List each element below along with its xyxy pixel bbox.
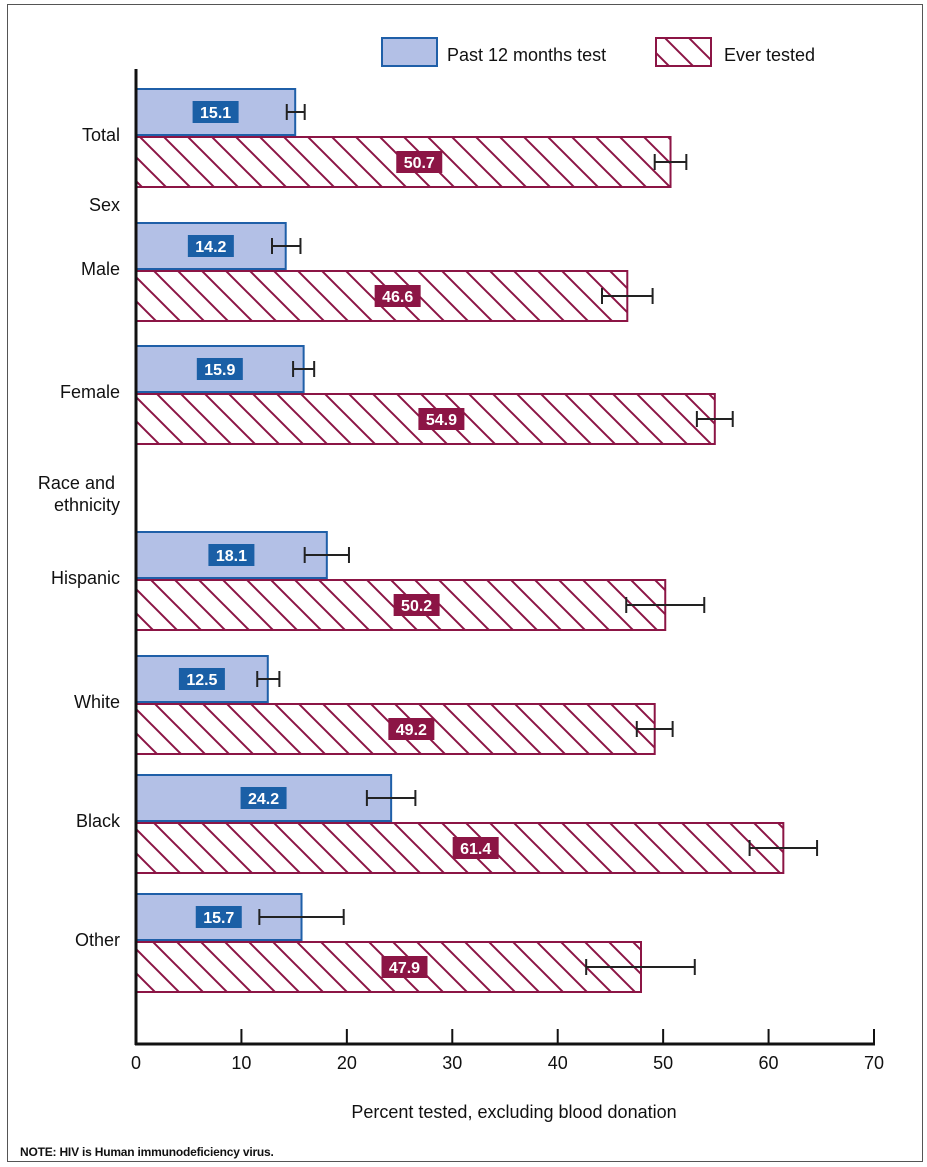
value-box-ever-tested-total [396, 151, 443, 173]
value-label-past-12-months-black: 24.2 [248, 791, 279, 808]
x-tick-label-0: 0 [131, 1053, 141, 1073]
x-tick-label-70: 70 [864, 1053, 884, 1073]
x-tick-label-20: 20 [337, 1053, 357, 1073]
value-box-past-12-months-total [192, 101, 239, 123]
value-box-ever-tested-female [418, 408, 465, 430]
x-tick-label-60: 60 [759, 1053, 779, 1073]
value-box-ever-tested-black [452, 837, 499, 859]
value-box-ever-tested-other [381, 956, 428, 978]
x-tick-label-40: 40 [548, 1053, 568, 1073]
x-ticks-layer: 0 10 20 30 40 50 60 70 [131, 1029, 884, 1073]
value-label-ever-tested-other: 47.9 [389, 960, 420, 977]
category-label-hispanic: Hispanic [51, 568, 120, 588]
x-tick-label-50: 50 [653, 1053, 673, 1073]
value-box-past-12-months-hispanic [208, 544, 255, 566]
category-label-total: Total [82, 125, 120, 145]
value-label-ever-tested-male: 46.6 [382, 289, 413, 306]
value-label-past-12-months-other: 15.7 [203, 910, 234, 927]
value-box-past-12-months-other [195, 906, 242, 928]
category-label-white: White [74, 692, 120, 712]
value-label-ever-tested-hispanic: 50.2 [401, 598, 432, 615]
value-box-ever-tested-hispanic [393, 594, 440, 616]
x-tick-label-10: 10 [231, 1053, 251, 1073]
value-box-past-12-months-male [187, 235, 234, 257]
group-label-race-and-ethnicity: Race and ethnicity [38, 473, 120, 515]
category-labels-layer: Total Male Female Hispanic White Black Other [51, 125, 121, 950]
category-label-male: Male [81, 259, 120, 279]
category-label-female: Female [60, 382, 120, 402]
category-label-other: Other [75, 930, 120, 950]
category-label-black: Black [76, 811, 121, 831]
figure-frame: Past 12 months test Ever tested Sex Race… [7, 4, 923, 1162]
footnote: NOTE: HIV is Human immunodeficiency viru… [20, 1145, 274, 1159]
value-label-past-12-months-hispanic: 18.1 [216, 548, 247, 565]
bars-layer [135, 88, 785, 993]
value-label-past-12-months-total: 15.1 [200, 105, 231, 122]
legend: Past 12 months test Ever tested [381, 37, 815, 67]
x-tick-label-30: 30 [442, 1053, 462, 1073]
value-label-past-12-months-male: 14.2 [195, 239, 226, 256]
value-box-past-12-months-black [240, 787, 287, 809]
legend-label-ever-tested: Ever tested [724, 45, 815, 65]
value-box-past-12-months-white [178, 668, 225, 690]
legend-swatch-past-12-months [381, 37, 438, 67]
value-box-ever-tested-male [374, 285, 421, 307]
value-box-ever-tested-white [388, 718, 435, 740]
value-label-ever-tested-black: 61.4 [460, 841, 491, 858]
value-label-ever-tested-white: 49.2 [396, 722, 427, 739]
value-label-past-12-months-female: 15.9 [204, 362, 235, 379]
legend-label-past-12-months: Past 12 months test [447, 45, 606, 65]
value-box-past-12-months-female [196, 358, 243, 380]
legend-swatch-ever-tested [655, 37, 712, 67]
bar-chart: Past 12 months test Ever tested Sex Race… [38, 37, 884, 1122]
value-label-ever-tested-total: 50.7 [404, 155, 435, 172]
group-label-sex: Sex [89, 195, 120, 215]
x-axis-label: Percent tested, excluding blood donation [351, 1102, 676, 1122]
value-label-ever-tested-female: 54.9 [426, 412, 457, 429]
value-label-past-12-months-white: 12.5 [186, 672, 217, 689]
error-bars-layer [256, 104, 819, 975]
value-labels-layer: 15.1 50.7 14.2 46.6 15.9 54.9 18.1 50.2 12.5 49.2… [178, 101, 499, 978]
bar-ever-tested-other [135, 941, 643, 993]
